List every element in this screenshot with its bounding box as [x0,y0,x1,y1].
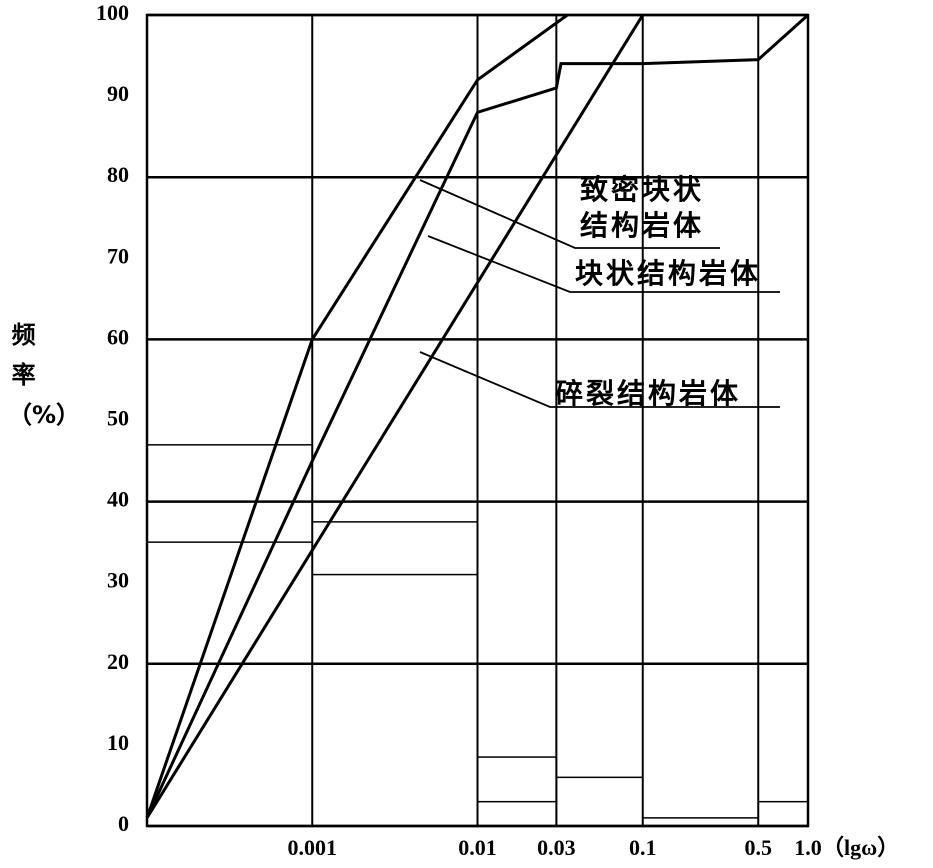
y-tick-label: 40 [107,487,129,512]
histogram-bar [476,756,558,827]
y-tick-label: 50 [107,406,129,431]
leader-line [419,351,780,408]
cumulative-line [145,14,645,819]
x-axis-label: （lgω） [822,835,899,860]
leader-line [419,179,720,249]
y-tick-label: 0 [118,811,129,836]
y-tick-label: 80 [107,162,129,187]
histogram-bar [311,573,479,827]
y-tick-label: 100 [96,0,129,25]
x-tick-label: 1.0 [794,835,822,860]
y-tick-label: 20 [107,649,129,674]
y-tick-label: 70 [107,243,129,268]
series-label: 碎裂结构岩体 [555,377,742,410]
histogram-bar [555,776,644,827]
histogram-bar [757,800,809,827]
x-tick-label: 0.1 [629,835,657,860]
histogram-bar [555,663,644,827]
y-axis-label: 频率（%） [8,321,81,429]
y-tick-label: 30 [107,568,129,593]
x-tick-label: 0.01 [458,835,497,860]
y-tick-label: 10 [107,730,129,755]
series-label: 致密块状结构岩体 [580,173,705,242]
y-tick-label: 60 [107,324,129,349]
y-tick-label: 90 [107,81,129,106]
histogram-bar [476,800,558,827]
cumulative-line [145,13,810,819]
x-tick-label: 0.03 [537,835,576,860]
x-tick-label: 0.5 [745,835,773,860]
x-tick-label: 0.001 [288,835,338,860]
cumulative-line [145,13,569,819]
histogram-bar [311,521,479,827]
series-label: 块状结构岩体 [575,257,762,290]
leader-line [427,235,780,293]
